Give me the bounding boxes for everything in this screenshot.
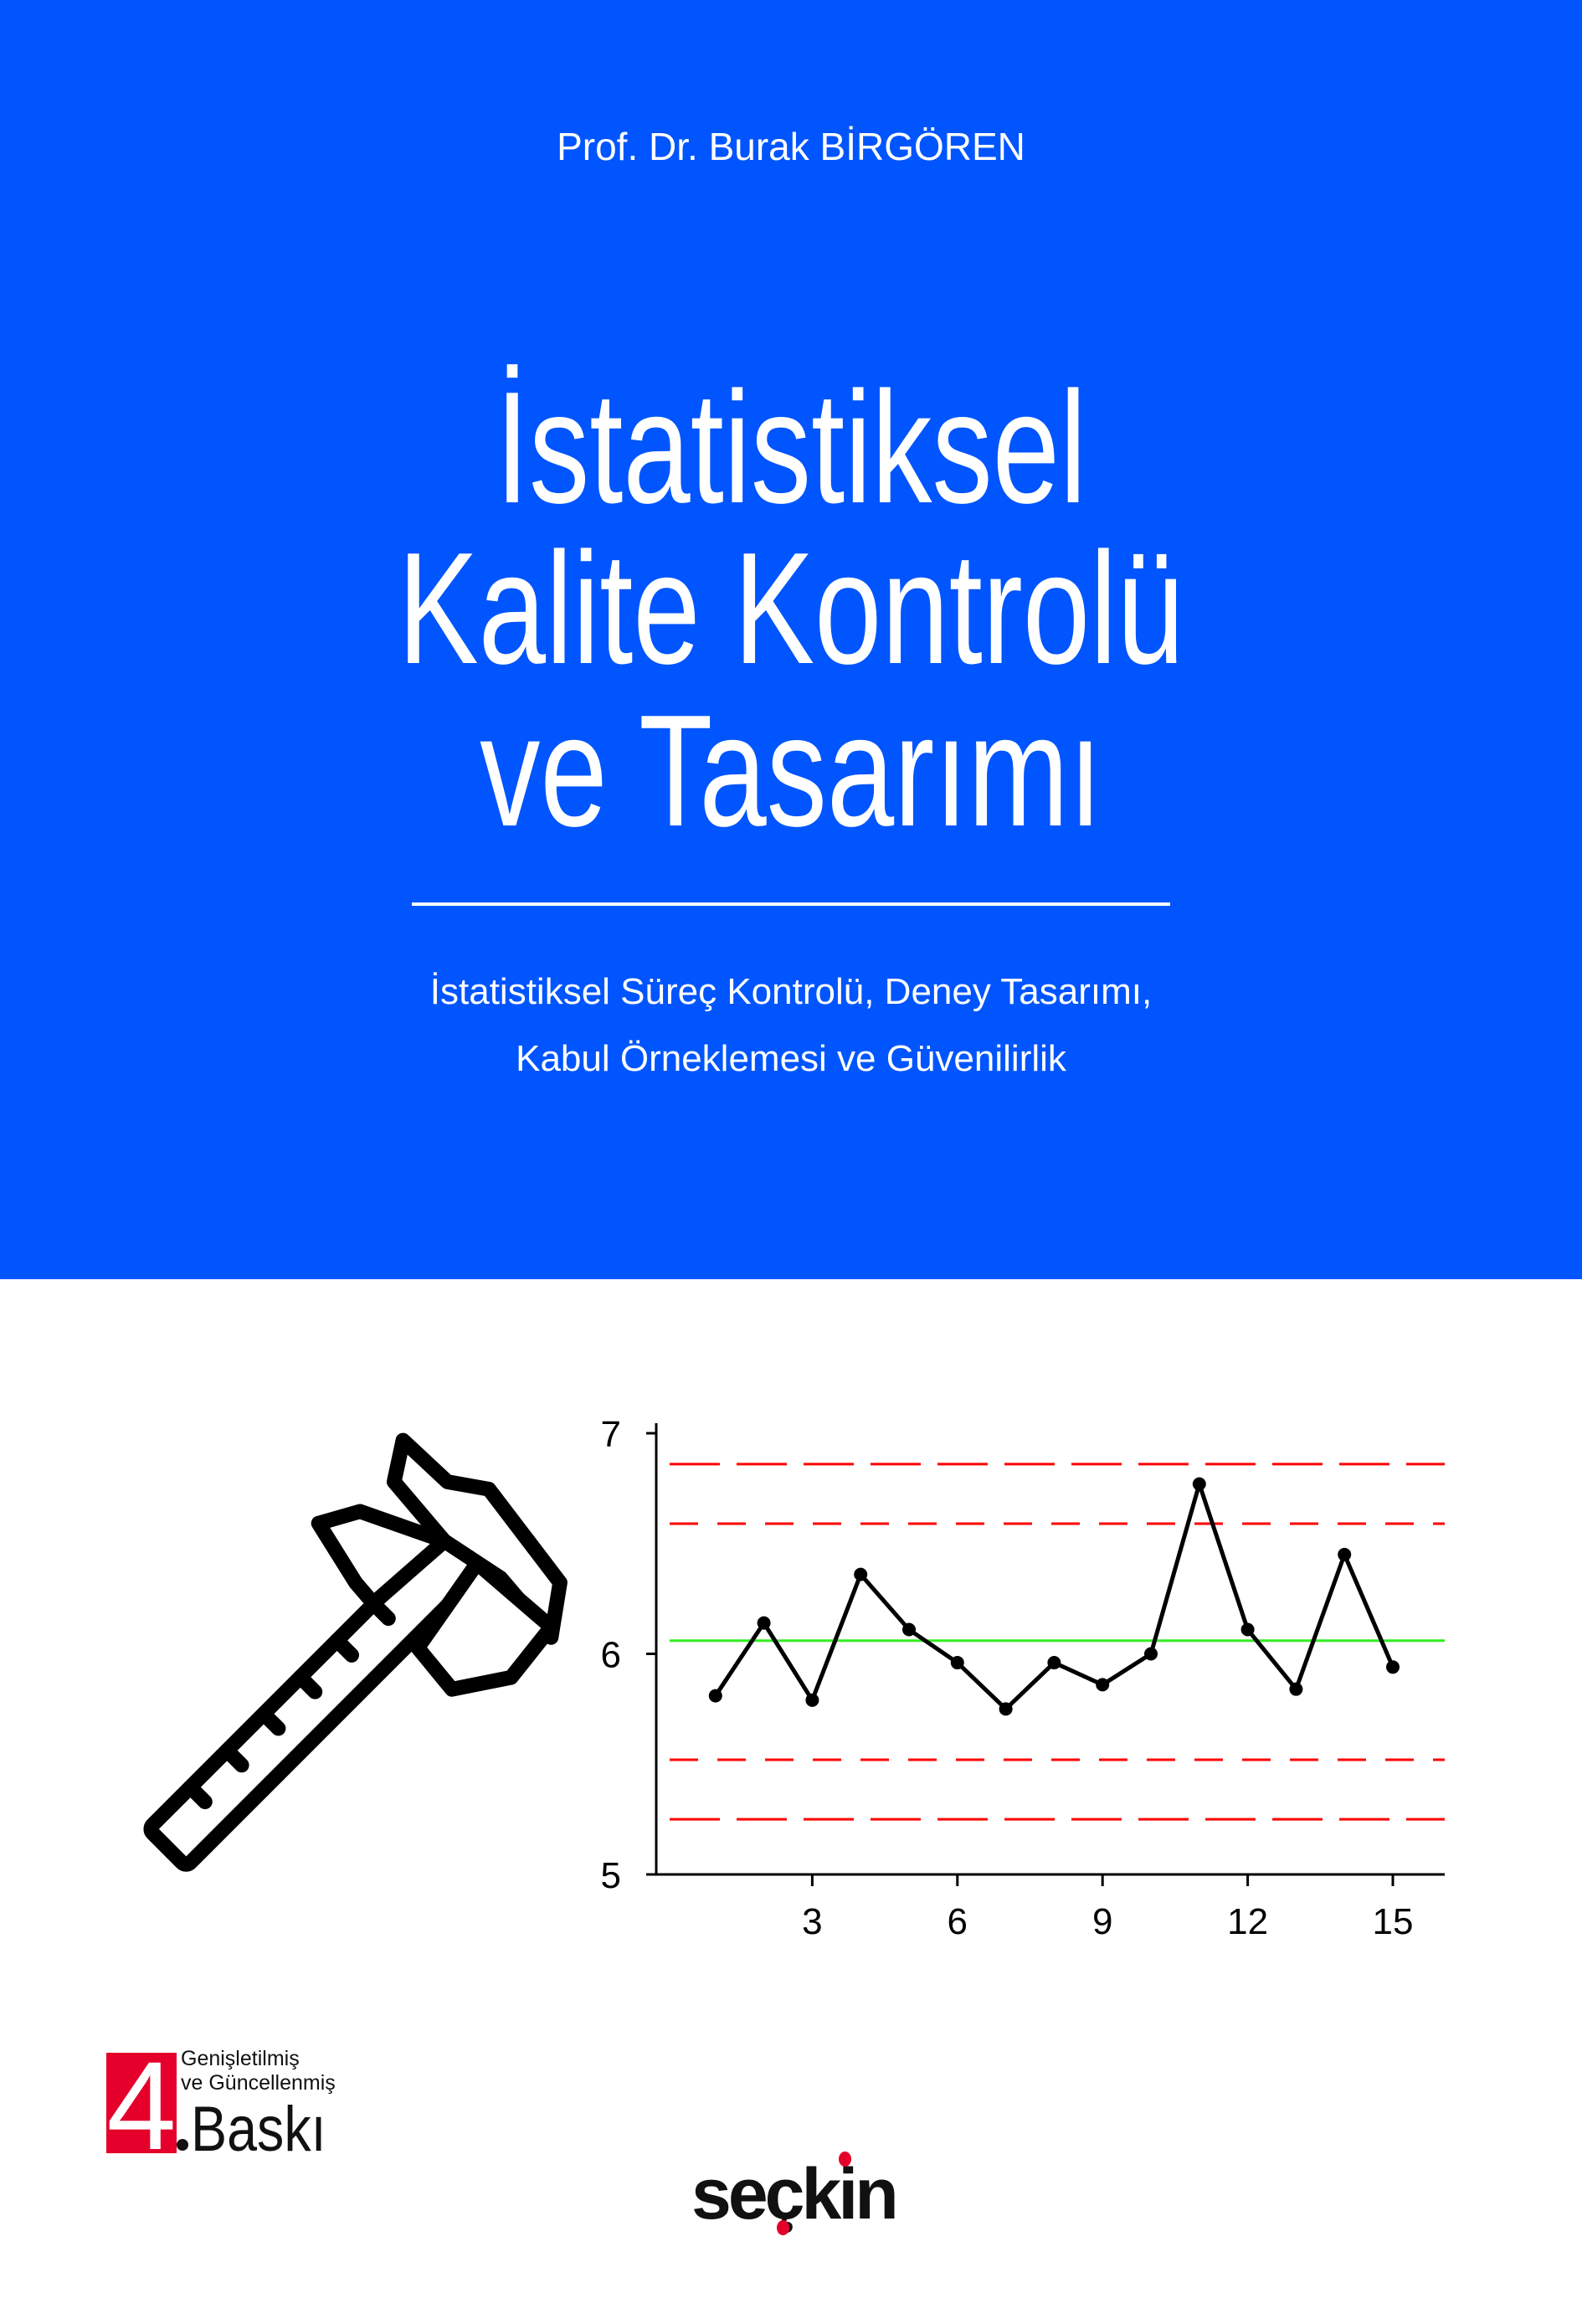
edition-number: 4	[106, 2035, 177, 2176]
x-tick-label: 9	[1092, 1901, 1112, 1942]
edition-badge	[106, 2053, 177, 2153]
caliper-icon	[143, 1432, 568, 1872]
data-point	[708, 1689, 722, 1703]
control-chart: 5 6 7 3 6 9 12 15	[601, 1414, 1445, 1942]
y-tick-label: 5	[601, 1855, 621, 1896]
data-point	[1338, 1547, 1352, 1561]
data-point	[1047, 1656, 1061, 1670]
x-tick-label: 12	[1227, 1901, 1268, 1942]
divider	[412, 902, 1170, 906]
subtitle-line-1: İstatistiksel Süreç Kontrolü, Deney Tasa…	[429, 971, 1153, 1012]
data-point	[1144, 1647, 1158, 1661]
data-point	[1289, 1682, 1303, 1696]
edition-dot	[177, 2139, 188, 2151]
title-line-1: İstatistiksel	[495, 359, 1087, 537]
data-point	[1240, 1622, 1255, 1637]
title-line-3: ve Tasarımı	[480, 682, 1102, 860]
author: Prof. Dr. Burak BİRGÖREN	[557, 125, 1025, 168]
subtitle-line-2: Kabul Örneklemesi ve Güvenilirlik	[516, 1038, 1066, 1079]
data-point	[1192, 1477, 1206, 1491]
cover-top-panel: Prof. Dr. Burak BİRGÖREN İstatistiksel K…	[0, 0, 1582, 1279]
data-line	[713, 1477, 1395, 1712]
logo-dot-bottom	[777, 2220, 789, 2235]
data-point	[757, 1616, 771, 1630]
publisher-logo: seçkin	[691, 2154, 899, 2234]
edition-line-1: Genişletilmiş	[181, 2047, 300, 2070]
y-tick-label: 6	[601, 1635, 621, 1676]
edition-line-2: ve Güncellenmiş	[181, 2071, 336, 2095]
data-point	[902, 1622, 916, 1637]
logo-dot-top	[839, 2152, 851, 2167]
x-tick-label: 15	[1373, 1901, 1414, 1942]
edition-label: Baskı	[191, 2094, 326, 2165]
data-point	[1096, 1678, 1110, 1692]
data-point	[805, 1693, 819, 1707]
data-point	[999, 1702, 1013, 1716]
title-line-2: Kalite Kontrolü	[398, 520, 1184, 697]
data-point	[950, 1656, 964, 1670]
data-point	[1386, 1660, 1400, 1674]
data-point	[854, 1567, 868, 1581]
y-tick-label: 7	[601, 1414, 621, 1455]
x-tick-label: 6	[948, 1901, 968, 1942]
x-tick-label: 3	[802, 1901, 822, 1942]
